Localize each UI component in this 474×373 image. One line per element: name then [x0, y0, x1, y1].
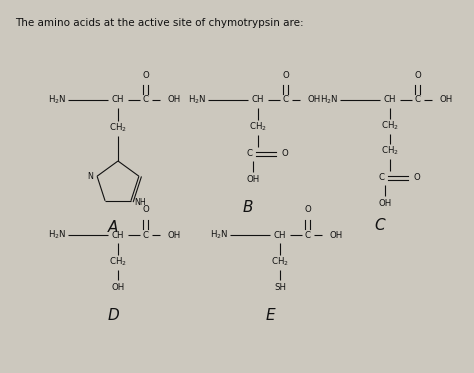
Text: OH: OH — [168, 95, 181, 104]
Text: B: B — [243, 200, 253, 214]
Text: O: O — [414, 173, 421, 182]
Text: CH: CH — [252, 95, 264, 104]
Text: CH$_2$: CH$_2$ — [109, 122, 127, 134]
Text: N: N — [87, 172, 93, 181]
Text: CH$_2$: CH$_2$ — [271, 256, 289, 268]
Text: CH: CH — [112, 231, 124, 239]
Text: CH$_2$: CH$_2$ — [381, 120, 399, 132]
Text: A: A — [108, 219, 118, 235]
Text: H$_2$N: H$_2$N — [188, 94, 206, 106]
Text: OH: OH — [330, 231, 343, 239]
Text: OH: OH — [378, 198, 392, 207]
Text: CH: CH — [384, 95, 396, 104]
Text: C: C — [374, 217, 385, 232]
Text: O: O — [305, 206, 311, 214]
Text: O: O — [415, 70, 421, 79]
Text: OH: OH — [168, 231, 181, 239]
Text: CH$_2$: CH$_2$ — [249, 121, 267, 133]
Text: O: O — [283, 70, 289, 79]
Text: OH: OH — [440, 95, 453, 104]
Text: O: O — [143, 206, 149, 214]
Text: CH: CH — [112, 95, 124, 104]
Text: H$_2$N: H$_2$N — [48, 229, 66, 241]
Text: C: C — [305, 231, 311, 239]
Text: H$_2$N: H$_2$N — [210, 229, 228, 241]
Text: C: C — [283, 95, 289, 104]
Text: SH: SH — [274, 282, 286, 292]
Text: OH: OH — [111, 282, 125, 292]
Text: O: O — [143, 70, 149, 79]
Text: C: C — [415, 95, 421, 104]
Text: OH: OH — [246, 175, 260, 184]
Text: CH: CH — [274, 231, 286, 239]
Text: C: C — [143, 95, 149, 104]
Text: H$_2$N: H$_2$N — [319, 94, 338, 106]
Text: D: D — [107, 307, 119, 323]
Text: E: E — [265, 307, 275, 323]
Text: C: C — [143, 231, 149, 239]
Text: NH: NH — [134, 198, 146, 207]
Text: C: C — [379, 173, 385, 182]
Text: OH: OH — [308, 95, 321, 104]
Text: CH$_2$: CH$_2$ — [109, 256, 127, 268]
Text: The amino acids at the active site of chymotrypsin are:: The amino acids at the active site of ch… — [15, 18, 304, 28]
Text: CH$_2$: CH$_2$ — [381, 145, 399, 157]
Text: C: C — [247, 150, 253, 159]
Text: H$_2$N: H$_2$N — [48, 94, 66, 106]
Text: O: O — [282, 150, 289, 159]
